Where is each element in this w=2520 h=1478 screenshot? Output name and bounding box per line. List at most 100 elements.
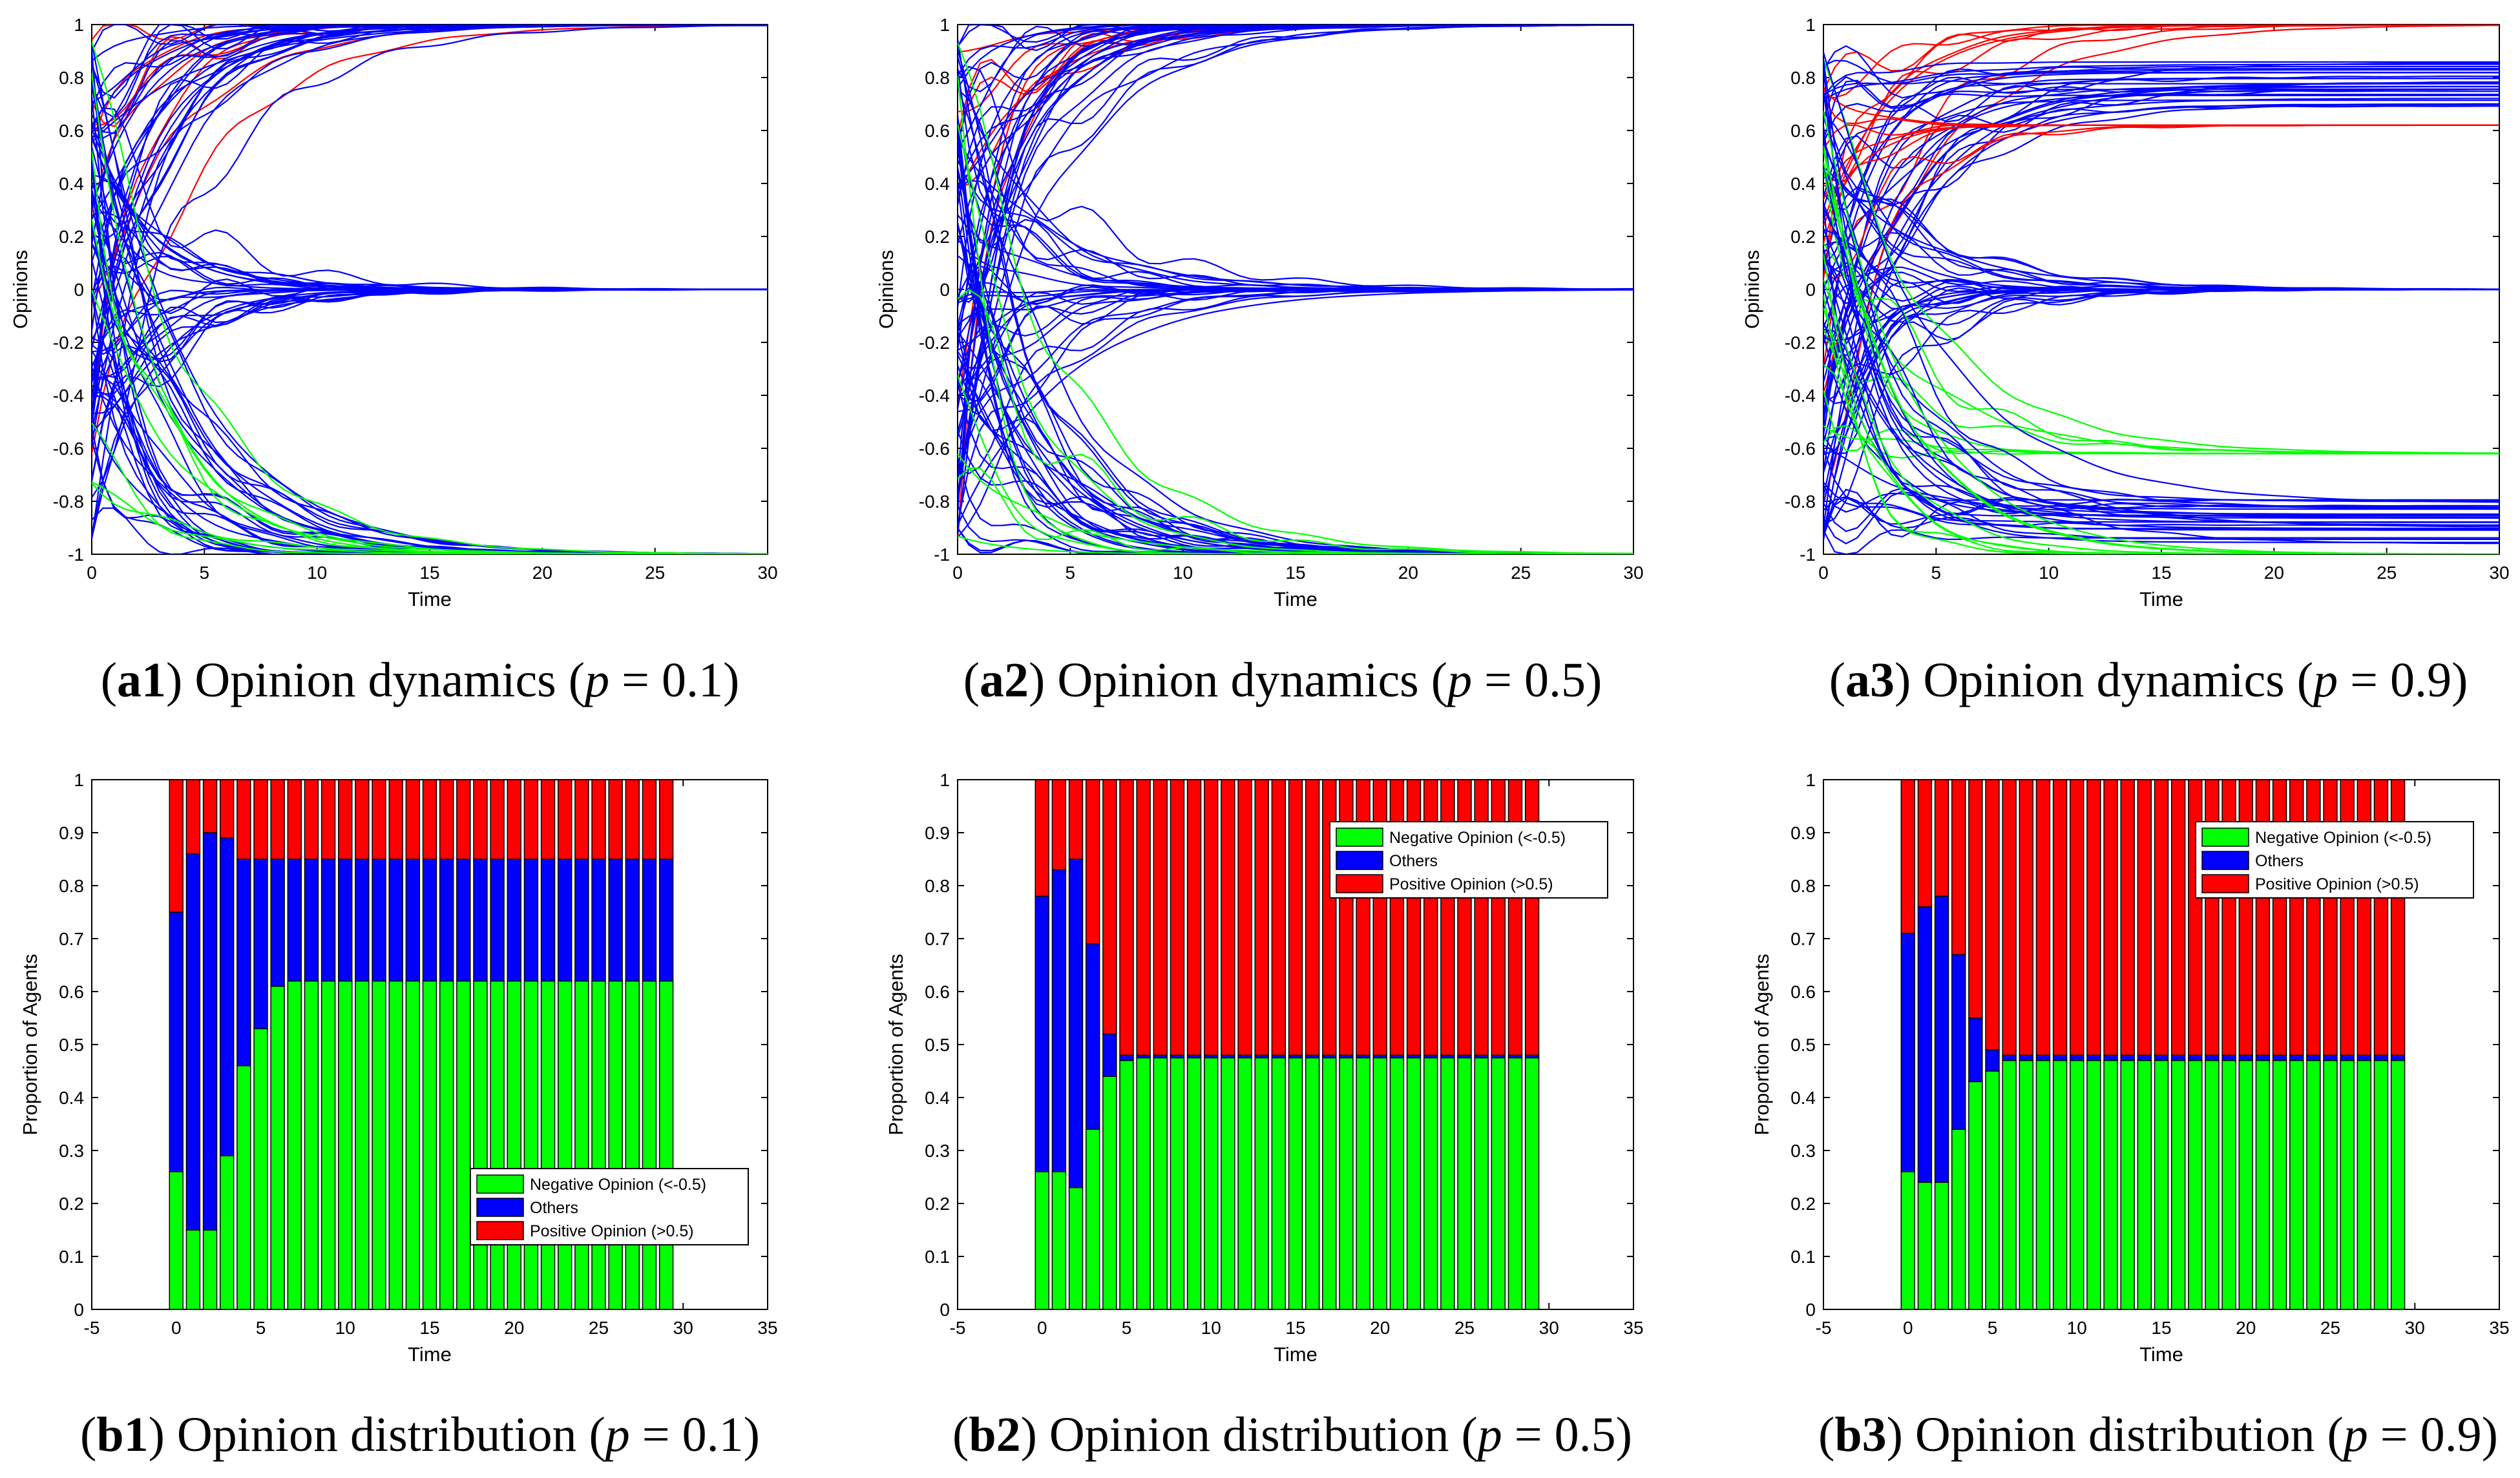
x-axis-label: Time [408, 588, 452, 610]
opinion-trajectory-others [958, 25, 1633, 308]
opinion-distribution-plot-b1: -5 0 5 10 15 20 25 30 3500.10.20.30.40.50.60.70.… [19, 770, 778, 1366]
bar-others [2205, 1054, 2220, 1061]
bar-positive [236, 779, 251, 860]
x-tick-label: 15 [2151, 563, 2171, 583]
bar-positive [1900, 779, 1915, 934]
bar-others [507, 859, 521, 982]
y-tick-label: 0.2 [59, 227, 84, 247]
bar-negative [1339, 1057, 1354, 1310]
bar-others [2238, 1054, 2253, 1061]
bar-positive [2170, 779, 2186, 1056]
bar-others [2373, 1054, 2389, 1061]
opinion-trajectory-others [958, 25, 1633, 399]
bar-negative [1372, 1057, 1387, 1310]
y-tick-label: 0.9 [1790, 823, 1816, 843]
bar-positive [2103, 779, 2118, 1056]
bar-negative [422, 980, 437, 1310]
bar-positive [456, 779, 471, 860]
opinion-trajectory-others [958, 288, 1633, 351]
legend-label: Positive Opinion (>0.5) [530, 1222, 694, 1240]
opinion-trajectory-others [92, 25, 768, 104]
bar-others [490, 859, 505, 982]
opinion-trajectory-negative [92, 41, 768, 554]
bar-negative [1322, 1057, 1337, 1310]
opinion-trajectory-others [1823, 98, 2499, 290]
opinion-trajectory-positive [1823, 124, 2499, 244]
bar-negative [1474, 1057, 1489, 1310]
bar-others [1917, 906, 1933, 1183]
bar-others [320, 859, 336, 982]
opinion-trajectory-others [958, 25, 1633, 244]
bar-positive [2390, 779, 2406, 1056]
bar-negative [405, 980, 421, 1310]
bar-negative [1221, 1057, 1235, 1310]
y-tick-label: 0 [1805, 1300, 1816, 1320]
y-tick-label: 1 [940, 15, 950, 35]
y-tick-label: 0.4 [59, 174, 84, 194]
bar-positive [2035, 779, 2051, 1056]
bar-negative [1237, 1057, 1252, 1310]
bar-others [422, 859, 437, 982]
opinion-trajectory-positive [92, 25, 768, 212]
bar-negative [1136, 1057, 1151, 1310]
opinion-trajectory-others [92, 25, 768, 419]
opinion-trajectory-negative [958, 467, 1633, 554]
bar-negative [625, 980, 640, 1310]
y-axis-label: Proportion of Agents [1750, 954, 1773, 1136]
x-tick-label: 0 [1903, 1318, 1913, 1338]
legend-label: Positive Opinion (>0.5) [2255, 875, 2419, 893]
opinion-trajectory-others [1823, 529, 2499, 554]
bar-others [2390, 1054, 2406, 1061]
bar-negative [1917, 1181, 1933, 1310]
y-tick-label: -0.2 [919, 333, 950, 353]
opinion-trajectory-others [1823, 65, 2499, 141]
legend-swatch-positive [2201, 874, 2249, 893]
bar-positive [1951, 779, 1966, 955]
bar-negative [574, 980, 589, 1310]
opinion-trajectory-negative [92, 73, 768, 554]
bar-negative [202, 1229, 218, 1310]
opinion-trajectory-others [1823, 61, 2499, 97]
bar-negative [270, 986, 285, 1310]
bar-negative [2289, 1059, 2304, 1310]
y-tick-label: -0.2 [53, 333, 84, 353]
bar-positive [388, 779, 403, 860]
bar-negative [2137, 1059, 2152, 1310]
bar-positive [625, 779, 640, 860]
x-tick-label: 15 [1285, 563, 1305, 583]
bar-positive [2340, 779, 2355, 1056]
bar-positive [1085, 779, 1100, 944]
bar-others [1900, 933, 1915, 1172]
y-tick-label: -0.6 [53, 439, 84, 459]
bar-negative [642, 980, 657, 1310]
bar-positive [1917, 779, 1933, 908]
legend: Negative Opinion (<-0.5) Others Positive O… [2195, 821, 2474, 899]
bar-positive [372, 779, 386, 860]
opinion-dynamics-plot-a3: 0 5 10 15 20 25 30 -1 -0.8 -0.6 -0.4 -0.2 0 0.2 0.4 0.6… [1741, 15, 2510, 610]
x-tick-label: 15 [419, 1318, 439, 1338]
y-tick-label: 0 [74, 280, 84, 300]
opinion-trajectory-others [92, 289, 768, 415]
bar-positive [1440, 779, 1455, 1056]
y-tick-label: 0.4 [59, 1088, 84, 1108]
legend-label: Others [530, 1199, 578, 1217]
x-tick-label: 30 [1623, 563, 1643, 583]
bar-positive [608, 779, 623, 860]
bar-negative [2272, 1059, 2287, 1310]
x-tick-label: 5 [200, 563, 210, 583]
x-tick-label: 20 [1370, 1318, 1390, 1338]
y-tick-label: -0.8 [53, 492, 84, 512]
opinion-trajectory-others [92, 62, 768, 554]
opinion-trajectory-others [92, 165, 768, 554]
opinion-trajectory-negative [1823, 145, 2499, 554]
bar-others [2019, 1054, 2034, 1061]
bar-negative [1119, 1059, 1134, 1310]
opinion-trajectory-others [958, 409, 1633, 554]
x-tick-label: 30 [1539, 1318, 1559, 1338]
opinion-trajectory-negative [92, 481, 768, 554]
legend-swatch-negative [476, 1174, 524, 1194]
opinion-trajectory-positive [1823, 25, 2499, 221]
opinion-trajectory-others [958, 65, 1633, 290]
bar-positive [202, 779, 218, 833]
bar-negative [1288, 1057, 1303, 1310]
